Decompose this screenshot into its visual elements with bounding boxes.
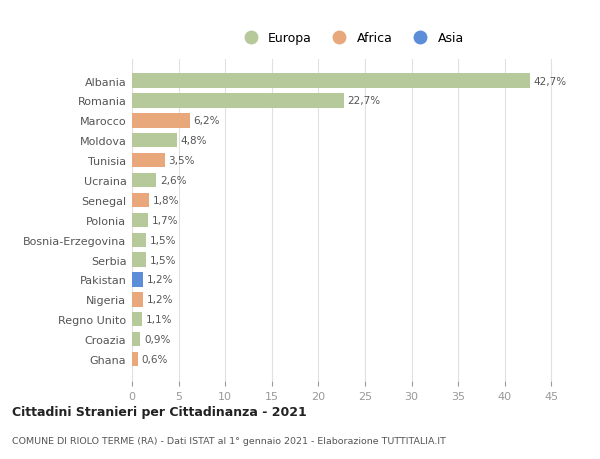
Text: 42,7%: 42,7% bbox=[533, 77, 567, 86]
Bar bbox=[132, 253, 146, 267]
Bar bbox=[132, 193, 149, 207]
Text: 1,5%: 1,5% bbox=[150, 235, 176, 245]
Bar bbox=[132, 74, 530, 89]
Bar bbox=[132, 213, 148, 228]
Text: 1,2%: 1,2% bbox=[147, 275, 173, 285]
Text: 2,6%: 2,6% bbox=[160, 176, 187, 185]
Bar bbox=[132, 292, 143, 307]
Text: 22,7%: 22,7% bbox=[347, 96, 380, 106]
Bar bbox=[132, 134, 177, 148]
Bar bbox=[132, 233, 146, 247]
Text: 4,8%: 4,8% bbox=[181, 136, 207, 146]
Bar bbox=[132, 174, 156, 188]
Bar bbox=[132, 154, 164, 168]
Text: 3,5%: 3,5% bbox=[169, 156, 195, 166]
Text: COMUNE DI RIOLO TERME (RA) - Dati ISTAT al 1° gennaio 2021 - Elaborazione TUTTIT: COMUNE DI RIOLO TERME (RA) - Dati ISTAT … bbox=[12, 436, 446, 445]
Bar bbox=[132, 273, 143, 287]
Text: 0,6%: 0,6% bbox=[142, 354, 167, 364]
Bar bbox=[132, 94, 344, 108]
Bar bbox=[132, 352, 137, 366]
Text: 0,9%: 0,9% bbox=[144, 335, 170, 344]
Bar bbox=[132, 114, 190, 128]
Text: 1,2%: 1,2% bbox=[147, 295, 173, 305]
Text: 1,8%: 1,8% bbox=[152, 196, 179, 206]
Text: 1,7%: 1,7% bbox=[152, 215, 178, 225]
Bar bbox=[132, 313, 142, 327]
Text: Cittadini Stranieri per Cittadinanza - 2021: Cittadini Stranieri per Cittadinanza - 2… bbox=[12, 405, 307, 419]
Text: 1,1%: 1,1% bbox=[146, 314, 172, 325]
Legend: Europa, Africa, Asia: Europa, Africa, Asia bbox=[233, 28, 469, 50]
Text: 1,5%: 1,5% bbox=[150, 255, 176, 265]
Text: 6,2%: 6,2% bbox=[194, 116, 220, 126]
Bar bbox=[132, 332, 140, 347]
